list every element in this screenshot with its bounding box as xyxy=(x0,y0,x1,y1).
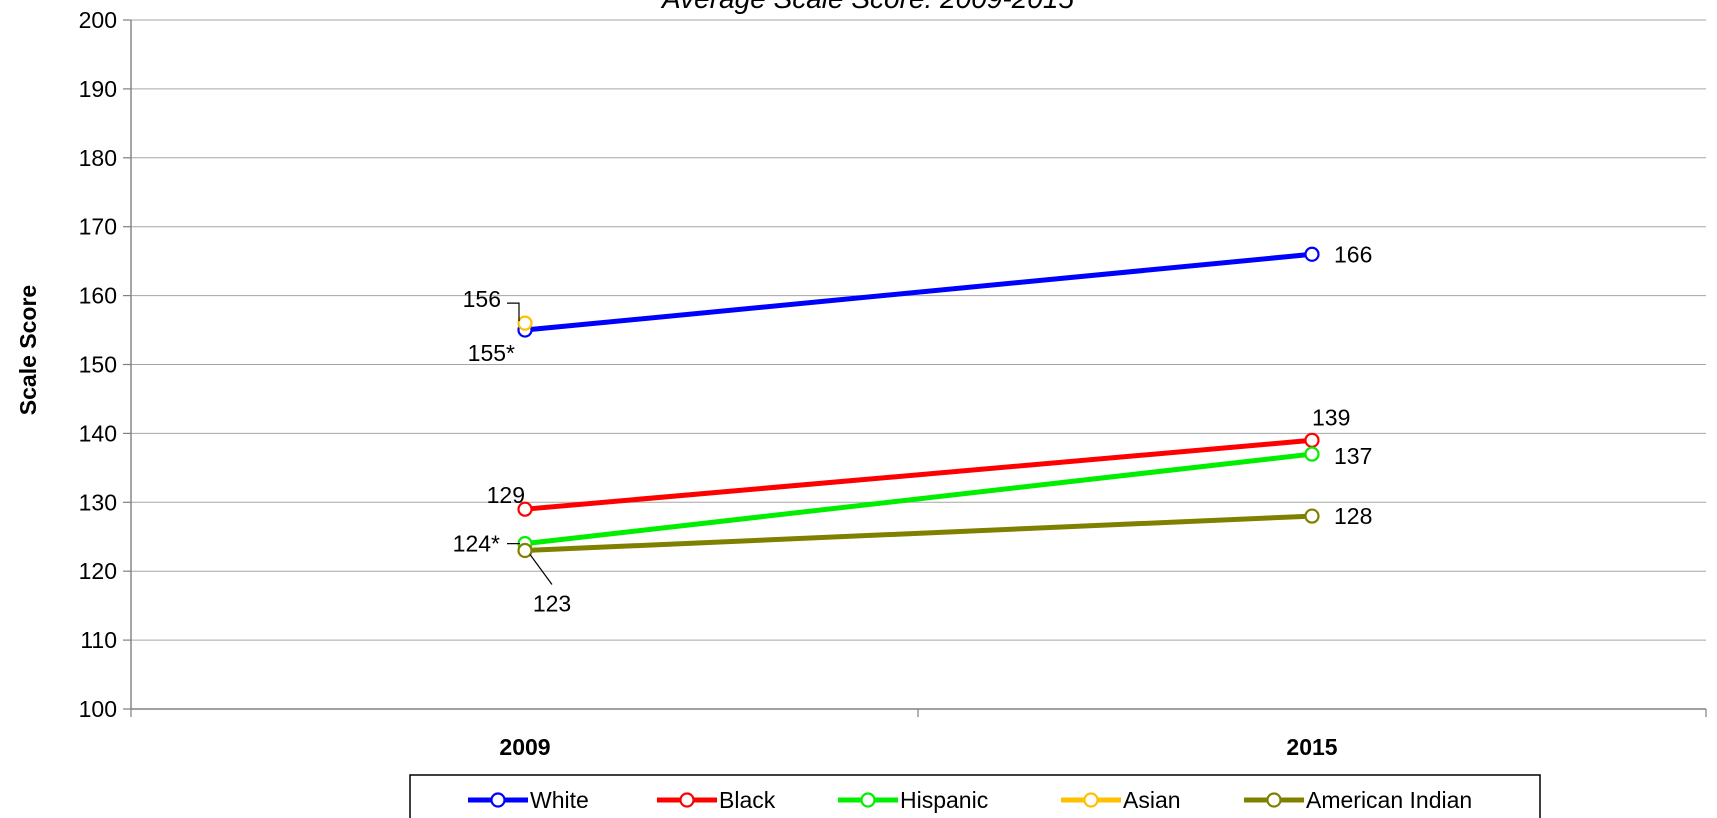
series-lines xyxy=(517,246,1320,559)
legend-box xyxy=(409,774,1541,818)
label-leader-lines xyxy=(507,302,553,585)
legend-item-black: Black xyxy=(657,787,776,813)
x-tick-label: 2009 xyxy=(499,734,550,760)
x-tick-label: 2015 xyxy=(1286,734,1337,760)
legend-label: Hispanic xyxy=(900,787,988,813)
x-axis-ticks: 2009 2015 xyxy=(130,709,1707,760)
data-label: 155* xyxy=(468,340,515,366)
legend: White Black Hispanic Asian American Indian xyxy=(409,774,1541,818)
legend-marker xyxy=(1266,792,1282,808)
legend-label: American Indian xyxy=(1306,787,1472,813)
y-axis-label: Scale Score xyxy=(15,285,41,415)
y-tick-label: 140 xyxy=(79,420,117,446)
data-label: 166 xyxy=(1334,241,1372,267)
data-label: 123 xyxy=(533,591,571,617)
y-tick-label: 130 xyxy=(79,489,117,515)
y-tick-label: 180 xyxy=(79,145,117,171)
data-point xyxy=(1304,432,1320,448)
data-label: 124* xyxy=(453,531,500,557)
y-tick-label: 190 xyxy=(79,76,117,102)
data-label: 139 xyxy=(1312,404,1350,430)
legend-marker xyxy=(679,792,695,808)
legend-marker xyxy=(860,792,876,808)
legend-marker xyxy=(1083,792,1099,808)
series-line-hispanic xyxy=(524,451,1313,547)
data-label: 156 xyxy=(463,286,501,312)
series-line-black xyxy=(524,437,1313,512)
data-label: 128 xyxy=(1334,503,1372,529)
y-tick-label: 160 xyxy=(79,283,117,309)
y-tick-label: 150 xyxy=(79,352,117,378)
legend-item-white: White xyxy=(468,787,589,813)
data-point xyxy=(517,542,533,559)
legend-label: Asian xyxy=(1123,787,1181,813)
legend-label: White xyxy=(530,787,589,813)
data-point xyxy=(1304,508,1320,524)
y-axis-ticks: 100 110 120 130 140 150 160 170 180 190 200 xyxy=(79,7,131,722)
y-tick-label: 120 xyxy=(79,558,117,584)
y-tick-label: 200 xyxy=(79,7,117,33)
legend-marker xyxy=(490,792,506,808)
leader-line xyxy=(529,554,553,585)
data-point xyxy=(517,315,533,331)
data-point xyxy=(517,501,533,517)
legend-label: Black xyxy=(719,787,776,813)
legend-item-asian: Asian xyxy=(1061,787,1181,813)
legend-item-american-indian: American Indian xyxy=(1244,787,1472,813)
legend-item-hispanic: Hispanic xyxy=(838,787,988,813)
data-point xyxy=(1304,446,1320,462)
gridlines xyxy=(131,19,1706,641)
y-tick-label: 110 xyxy=(80,627,117,653)
y-tick-label: 170 xyxy=(79,214,117,240)
data-point xyxy=(1304,246,1320,262)
data-labels: 155* 166 129 139 124* 137 156 123 128 xyxy=(453,241,1373,616)
series-line-american-indian xyxy=(524,513,1313,554)
leader-line xyxy=(507,302,520,322)
y-tick-label: 100 xyxy=(79,696,117,722)
chart-title: Average Scale Score: 2009-2015 xyxy=(660,0,1074,14)
data-label: 129 xyxy=(487,482,525,508)
series-line-white xyxy=(524,251,1313,333)
data-label: 137 xyxy=(1334,443,1372,469)
